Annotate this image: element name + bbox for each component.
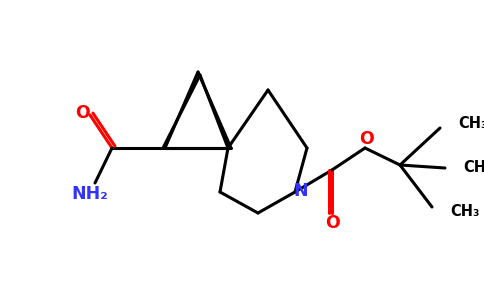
Text: O: O [325, 214, 339, 232]
Text: O: O [360, 130, 375, 148]
Text: N: N [294, 182, 308, 200]
Text: CH₃: CH₃ [458, 116, 484, 131]
Text: O: O [76, 104, 91, 122]
Text: CH₃: CH₃ [450, 205, 479, 220]
Text: CH₃: CH₃ [463, 160, 484, 175]
Text: NH₂: NH₂ [72, 185, 108, 203]
